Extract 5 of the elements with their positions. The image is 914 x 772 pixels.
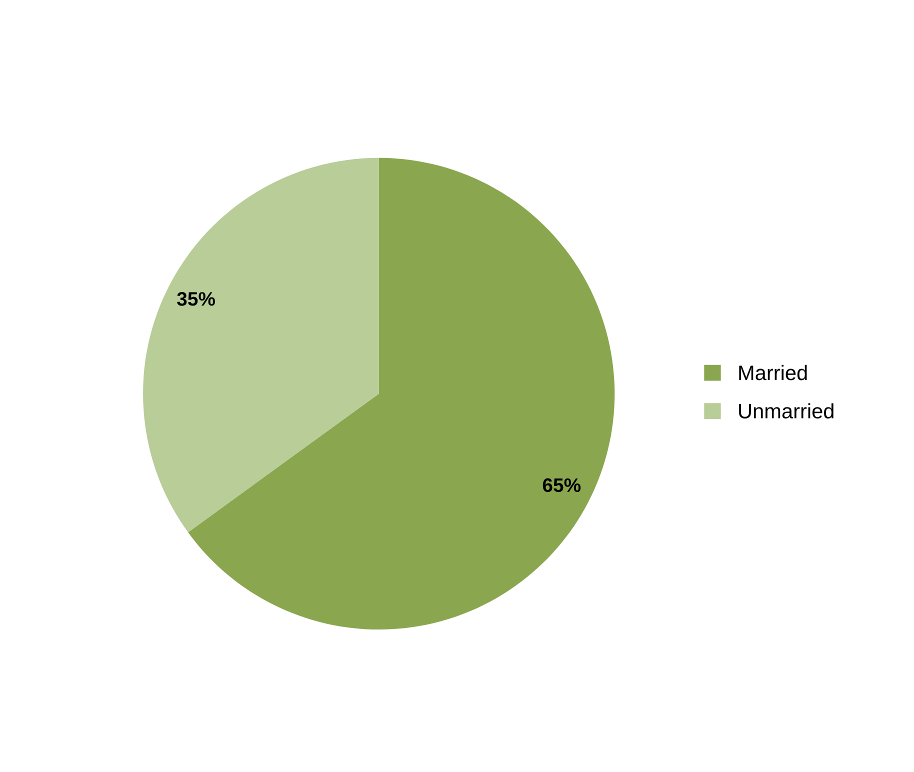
legend-label: Unmarried [739, 403, 834, 419]
data-label: 65% [542, 478, 581, 492]
pie-slice [143, 158, 379, 532]
data-label: 35% [177, 292, 216, 306]
legend-label: Married [739, 364, 807, 380]
